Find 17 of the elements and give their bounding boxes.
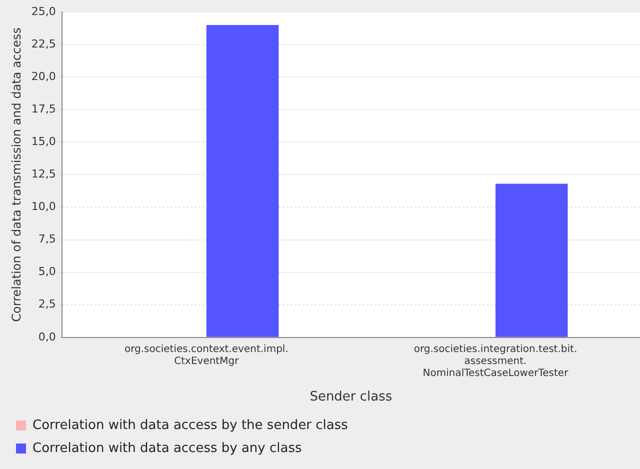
y-tick-label: 0,0 [38, 330, 56, 344]
y-tick-label: 20,0 [31, 70, 56, 83]
y-tick-label: 2,5 [38, 298, 56, 311]
x-tick-label: org.societies.integration.test.bit. assessment. NominalTestCaseLowerTester [414, 344, 578, 379]
y-tick-label: 10,0 [31, 200, 56, 214]
y-tick-label: 17,5 [31, 102, 56, 116]
legend-label: Correlation with data access by the sender class [32, 418, 348, 433]
y-tick-label: 5,0 [38, 265, 56, 278]
y-tick-label: 25,0 [31, 4, 56, 18]
y-tick-label: 12,5 [31, 168, 56, 181]
x-tick-label: org.societies.context.event.impl. CtxEventMgr [124, 344, 288, 367]
y-tick-label: 7,5 [38, 232, 56, 246]
y-tick-label: 15,0 [31, 135, 56, 148]
y-tick-label: 22,5 [31, 37, 56, 50]
y-axis-title: Correlation of data transmission and data access [9, 28, 24, 322]
legend-label: Correlation with data access by any class [32, 440, 302, 456]
x-axis-title: Sender class [310, 390, 392, 405]
